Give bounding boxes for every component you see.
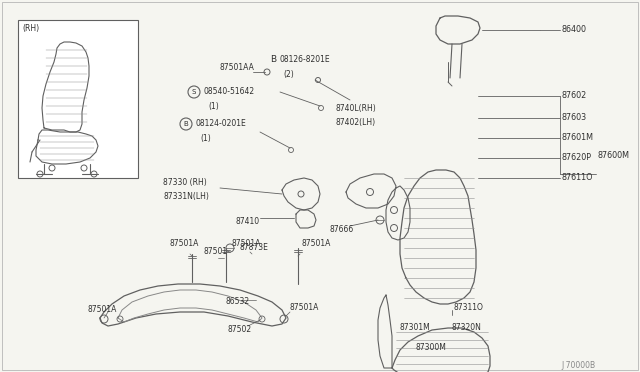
Text: (2): (2) [283, 70, 294, 78]
Text: 86400: 86400 [562, 26, 587, 35]
Text: 87501A: 87501A [302, 240, 332, 248]
Text: 87501A: 87501A [232, 238, 261, 247]
Text: (RH): (RH) [22, 23, 39, 32]
Text: 86532: 86532 [226, 298, 250, 307]
Text: 87601M: 87601M [562, 134, 594, 142]
Text: 87300M: 87300M [416, 343, 447, 353]
Text: 87666: 87666 [330, 225, 355, 234]
Text: 87603: 87603 [562, 113, 587, 122]
Text: 87501AA: 87501AA [220, 64, 255, 73]
Text: 87311O: 87311O [454, 304, 484, 312]
Text: S: S [192, 89, 196, 95]
Text: 87502: 87502 [228, 326, 252, 334]
Text: 87501: 87501 [204, 247, 228, 257]
Text: B: B [184, 121, 188, 127]
Text: 87501A: 87501A [290, 304, 319, 312]
Text: (1): (1) [208, 102, 219, 110]
Text: 87330 (RH): 87330 (RH) [163, 177, 207, 186]
Text: 87301M: 87301M [400, 324, 431, 333]
Text: 87611O: 87611O [562, 173, 593, 183]
Text: 87600M: 87600M [598, 151, 630, 160]
Text: 87620P: 87620P [562, 154, 592, 163]
Text: 87410: 87410 [236, 218, 260, 227]
Text: 87501A: 87501A [170, 240, 200, 248]
Text: 08126-8201E: 08126-8201E [279, 55, 330, 64]
Text: 87402(LH): 87402(LH) [336, 118, 376, 126]
Text: J 70000B: J 70000B [562, 362, 596, 371]
Text: (1): (1) [200, 134, 211, 142]
Bar [18, 20, 138, 178]
Text: 08124-0201E: 08124-0201E [196, 119, 247, 128]
Text: 8740L(RH): 8740L(RH) [336, 103, 377, 112]
Text: 87331N(LH): 87331N(LH) [163, 192, 209, 201]
Text: B: B [270, 55, 276, 64]
Text: 08540-51642: 08540-51642 [204, 87, 255, 96]
Text: 87320N: 87320N [452, 324, 482, 333]
Text: 87501A: 87501A [88, 305, 117, 314]
Text: 87873E: 87873E [240, 244, 269, 253]
Text: 87602: 87602 [562, 92, 588, 100]
